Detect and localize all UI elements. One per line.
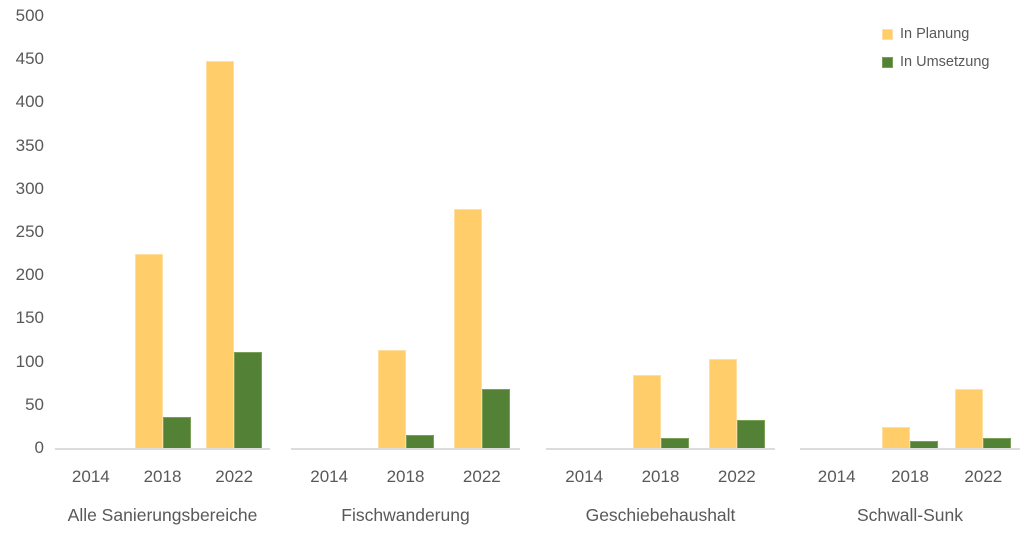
legend-swatch-in-umsetzung xyxy=(882,57,893,68)
bar-in-planung-alle-sanierungsbereiche-2022 xyxy=(206,61,235,448)
legend-item-in-umsetzung: In Umsetzung xyxy=(882,54,989,71)
panel-fischwanderung: 2014 2018 2022 Fischwanderung xyxy=(291,0,520,538)
year-label-geschiebehaushalt-2014: 2014 xyxy=(565,467,604,486)
year-label-fischwanderung-2022: 2022 xyxy=(462,467,501,486)
panel-geschiebehaushalt: 2014 2018 2022 Geschiebehaushalt xyxy=(546,0,775,538)
legend: In Planung In Umsetzung xyxy=(882,26,989,82)
year-label-alle-sanierungsbereiche-2022: 2022 xyxy=(215,467,254,486)
group-label-schwall-sunk: Schwall-Sunk xyxy=(856,505,964,525)
group-label-fischwanderung: Fischwanderung xyxy=(341,505,470,525)
year-labels-alle-sanierungsbereiche: 2014 2018 2022 xyxy=(55,468,270,486)
bar-pair-schwall-sunk-2022 xyxy=(955,389,1012,448)
year-label-schwall-sunk-2022: 2022 xyxy=(964,467,1003,486)
year-labels-schwall-sunk: 2014 2018 2022 xyxy=(800,468,1020,486)
year-label-geschiebehaushalt-2022: 2022 xyxy=(717,467,756,486)
year-labels-geschiebehaushalt: 2014 2018 2022 xyxy=(546,468,775,486)
year-label-schwall-sunk-2014: 2014 xyxy=(817,467,856,486)
bar-pair-alle-sanierungsbereiche-2018 xyxy=(134,254,191,448)
year-labels-fischwanderung: 2014 2018 2022 xyxy=(291,468,520,486)
group-label-geschiebehaushalt: Geschiebehaushalt xyxy=(585,505,736,525)
year-label-fischwanderung-2018: 2018 xyxy=(386,467,425,486)
bar-pair-schwall-sunk-2018 xyxy=(882,427,938,448)
bar-in-planung-fischwanderung-2018 xyxy=(377,350,406,448)
bar-in-umsetzung-geschiebehaushalt-2018 xyxy=(660,438,689,448)
panel-alle-sanierungsbereiche: 2014 2018 2022 Alle Sanierungsbereiche xyxy=(55,0,270,538)
year-label-alle-sanierungsbereiche-2018: 2018 xyxy=(143,467,182,486)
bar-in-umsetzung-alle-sanierungsbereiche-2018 xyxy=(162,417,191,448)
legend-label-in-umsetzung: In Umsetzung xyxy=(900,54,990,70)
legend-item-in-planung: In Planung xyxy=(882,26,989,43)
bar-in-planung-schwall-sunk-2018 xyxy=(882,427,910,448)
bar-pair-fischwanderung-2018 xyxy=(377,350,434,448)
bar-in-planung-fischwanderung-2022 xyxy=(453,209,482,448)
year-label-geschiebehaushalt-2018: 2018 xyxy=(641,467,680,486)
bar-pair-geschiebehaushalt-2018 xyxy=(632,375,689,448)
plot-area-geschiebehaushalt xyxy=(546,0,775,450)
bar-in-planung-geschiebehaushalt-2018 xyxy=(632,375,661,448)
bar-in-planung-geschiebehaushalt-2022 xyxy=(708,359,737,448)
bar-in-umsetzung-schwall-sunk-2022 xyxy=(983,438,1012,448)
plot-area-schwall-sunk xyxy=(800,0,1020,450)
bar-in-umsetzung-geschiebehaushalt-2022 xyxy=(736,420,765,448)
legend-label-in-planung: In Planung xyxy=(900,26,970,42)
bar-in-umsetzung-fischwanderung-2022 xyxy=(481,389,510,448)
bar-pair-alle-sanierungsbereiche-2022 xyxy=(206,61,263,448)
group-label-alle-sanierungsbereiche: Alle Sanierungsbereiche xyxy=(67,505,258,525)
bar-in-planung-schwall-sunk-2022 xyxy=(955,389,984,448)
legend-swatch-in-planung xyxy=(882,29,893,40)
bar-in-planung-alle-sanierungsbereiche-2018 xyxy=(134,254,163,448)
plot-area-alle-sanierungsbereiche xyxy=(55,0,270,450)
year-label-alle-sanierungsbereiche-2014: 2014 xyxy=(71,467,110,486)
bar-pair-fischwanderung-2022 xyxy=(453,209,510,448)
bar-pair-geschiebehaushalt-2022 xyxy=(708,359,765,448)
bar-in-umsetzung-alle-sanierungsbereiche-2022 xyxy=(234,352,263,448)
panel-schwall-sunk: 2014 2018 2022 Schwall-Sunk xyxy=(800,0,1020,538)
plot-area-fischwanderung xyxy=(291,0,520,450)
year-label-fischwanderung-2014: 2014 xyxy=(310,467,349,486)
bar-in-umsetzung-schwall-sunk-2018 xyxy=(910,441,938,448)
year-label-schwall-sunk-2018: 2018 xyxy=(891,467,929,486)
bar-in-umsetzung-fischwanderung-2018 xyxy=(405,435,434,448)
